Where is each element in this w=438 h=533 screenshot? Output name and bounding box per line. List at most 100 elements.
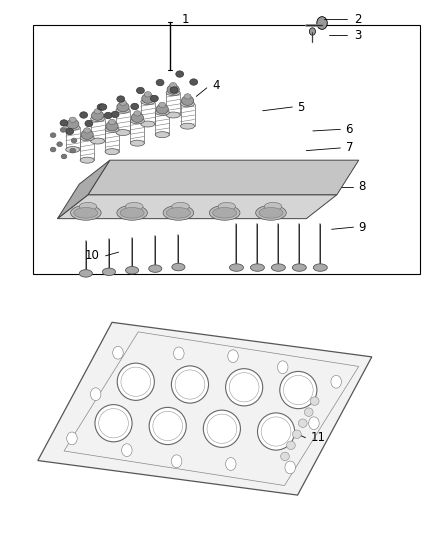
Polygon shape xyxy=(57,160,110,219)
Ellipse shape xyxy=(131,140,145,146)
Text: 3: 3 xyxy=(354,29,362,42)
Ellipse shape xyxy=(272,264,286,271)
Ellipse shape xyxy=(102,268,116,276)
Circle shape xyxy=(317,17,327,29)
Ellipse shape xyxy=(166,112,180,118)
Ellipse shape xyxy=(117,363,154,400)
Ellipse shape xyxy=(149,265,162,272)
Ellipse shape xyxy=(106,122,118,131)
Circle shape xyxy=(331,375,342,388)
Ellipse shape xyxy=(131,103,139,110)
Bar xyxy=(33,25,420,274)
Ellipse shape xyxy=(155,132,169,138)
Ellipse shape xyxy=(155,109,169,115)
Ellipse shape xyxy=(286,441,295,450)
Ellipse shape xyxy=(156,104,168,114)
Circle shape xyxy=(309,417,319,430)
Text: 11: 11 xyxy=(311,431,326,444)
Ellipse shape xyxy=(99,104,107,110)
Circle shape xyxy=(173,347,184,360)
Ellipse shape xyxy=(105,149,119,155)
Ellipse shape xyxy=(313,264,327,271)
Ellipse shape xyxy=(259,207,283,218)
Ellipse shape xyxy=(131,113,144,123)
Ellipse shape xyxy=(71,205,101,220)
Circle shape xyxy=(67,432,77,445)
Ellipse shape xyxy=(137,87,145,94)
Ellipse shape xyxy=(79,270,92,277)
Ellipse shape xyxy=(163,205,194,220)
Text: 5: 5 xyxy=(297,101,305,114)
Ellipse shape xyxy=(230,264,244,271)
Ellipse shape xyxy=(280,372,317,409)
Ellipse shape xyxy=(117,96,125,102)
Ellipse shape xyxy=(172,263,185,271)
Ellipse shape xyxy=(117,102,129,112)
Ellipse shape xyxy=(120,100,127,106)
Ellipse shape xyxy=(258,413,295,450)
Ellipse shape xyxy=(209,205,240,220)
Ellipse shape xyxy=(149,407,186,445)
Ellipse shape xyxy=(80,135,94,141)
Ellipse shape xyxy=(126,266,139,274)
Ellipse shape xyxy=(61,154,67,159)
Ellipse shape xyxy=(117,205,148,220)
Ellipse shape xyxy=(50,147,56,152)
Polygon shape xyxy=(88,160,359,195)
Ellipse shape xyxy=(265,203,282,211)
Ellipse shape xyxy=(141,99,155,104)
Ellipse shape xyxy=(70,148,76,153)
Ellipse shape xyxy=(66,124,80,130)
Ellipse shape xyxy=(131,118,145,124)
Ellipse shape xyxy=(167,85,179,94)
Ellipse shape xyxy=(203,410,240,447)
Text: 8: 8 xyxy=(359,180,366,193)
Polygon shape xyxy=(38,322,372,495)
Ellipse shape xyxy=(171,366,208,403)
Text: 9: 9 xyxy=(359,221,366,233)
Ellipse shape xyxy=(150,95,158,102)
Ellipse shape xyxy=(126,203,143,211)
Ellipse shape xyxy=(81,130,93,140)
Ellipse shape xyxy=(159,102,166,108)
Ellipse shape xyxy=(184,94,191,99)
Ellipse shape xyxy=(156,79,164,86)
Ellipse shape xyxy=(84,128,91,133)
Ellipse shape xyxy=(109,119,116,125)
Ellipse shape xyxy=(104,112,112,119)
Ellipse shape xyxy=(304,408,313,416)
Ellipse shape xyxy=(91,138,105,144)
Ellipse shape xyxy=(95,405,132,442)
Ellipse shape xyxy=(170,87,178,93)
Ellipse shape xyxy=(91,116,105,122)
Polygon shape xyxy=(57,195,337,219)
Ellipse shape xyxy=(80,112,88,118)
Text: 6: 6 xyxy=(346,123,353,136)
Ellipse shape xyxy=(181,96,194,106)
Text: 2: 2 xyxy=(354,13,362,26)
Ellipse shape xyxy=(190,79,198,85)
Ellipse shape xyxy=(298,419,307,427)
Ellipse shape xyxy=(116,107,130,113)
Ellipse shape xyxy=(145,92,151,97)
Ellipse shape xyxy=(57,142,63,147)
Ellipse shape xyxy=(180,123,194,129)
Circle shape xyxy=(285,461,295,474)
Ellipse shape xyxy=(176,71,184,77)
Circle shape xyxy=(122,444,132,457)
Ellipse shape xyxy=(105,126,119,132)
Ellipse shape xyxy=(218,203,236,211)
Ellipse shape xyxy=(74,207,98,218)
Circle shape xyxy=(113,346,123,359)
Ellipse shape xyxy=(170,83,177,88)
Circle shape xyxy=(228,350,238,362)
Ellipse shape xyxy=(180,101,194,107)
Ellipse shape xyxy=(281,452,290,461)
Ellipse shape xyxy=(60,120,68,126)
Circle shape xyxy=(278,361,288,374)
Text: 4: 4 xyxy=(212,79,220,92)
Ellipse shape xyxy=(251,264,265,271)
Ellipse shape xyxy=(94,109,101,114)
Text: 7: 7 xyxy=(346,141,353,155)
Circle shape xyxy=(171,455,182,467)
